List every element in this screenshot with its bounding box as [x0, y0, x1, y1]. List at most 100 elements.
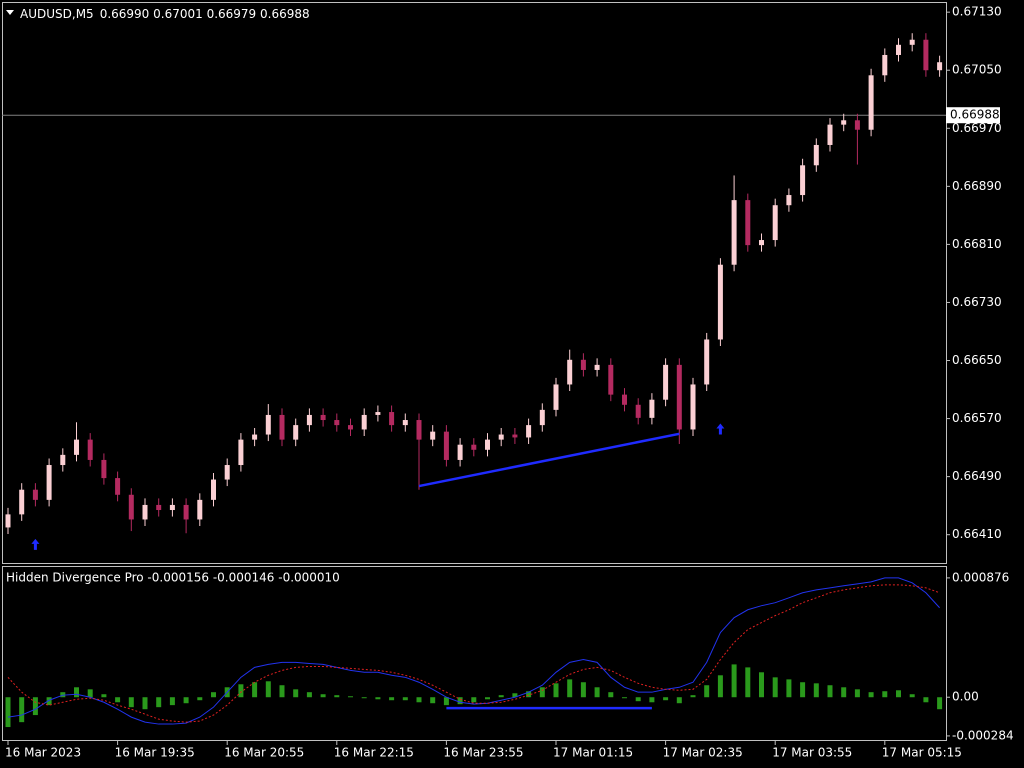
- price-pane-border: [2, 2, 947, 564]
- candle-body: [334, 420, 340, 426]
- candle-body: [896, 44, 901, 55]
- histogram-bar: [772, 677, 778, 698]
- histogram-bar: [265, 681, 271, 698]
- candle-body: [868, 75, 874, 130]
- candle-body: [60, 454, 66, 466]
- x-tick-label: 16 Mar 23:55: [443, 746, 523, 760]
- candle-body: [841, 120, 847, 125]
- candle-body: [759, 240, 764, 246]
- histogram-bar: [608, 692, 614, 698]
- histogram-bar: [238, 684, 244, 698]
- candle-body: [731, 200, 737, 265]
- candle-body: [293, 425, 299, 440]
- histogram-bar: [115, 697, 121, 703]
- candle-body: [252, 434, 258, 440]
- histogram-bar: [717, 675, 723, 698]
- histogram-bar: [5, 697, 11, 728]
- histogram-bar: [923, 697, 929, 703]
- y-tick-label: 0.66570: [952, 411, 1002, 425]
- histogram-bar: [539, 687, 545, 698]
- candle-body: [224, 465, 230, 480]
- candle-body: [854, 120, 860, 130]
- candle-body: [32, 489, 38, 500]
- candle-body: [87, 439, 93, 460]
- histogram-bar: [183, 697, 189, 704]
- candle-body: [320, 414, 326, 421]
- histogram-bar: [553, 683, 559, 698]
- candle-body: [909, 39, 915, 45]
- histogram-bar: [471, 697, 477, 703]
- histogram-bar: [156, 697, 162, 708]
- histogram-bar: [334, 695, 340, 698]
- histogram-bar: [512, 693, 518, 698]
- candle-body: [649, 399, 655, 418]
- y-tick-label: 0.00: [952, 690, 979, 704]
- histogram-bar: [813, 683, 819, 698]
- candle-body: [416, 420, 422, 440]
- histogram-bar: [101, 694, 107, 698]
- histogram-bar: [457, 697, 463, 705]
- candle-body: [717, 264, 723, 340]
- candle-body: [169, 504, 175, 511]
- histogram-bar: [389, 697, 395, 701]
- candle-body: [142, 504, 148, 520]
- candle-body: [704, 339, 710, 385]
- histogram-bar: [786, 679, 792, 698]
- candle-body: [375, 412, 381, 415]
- histogram-bar: [759, 672, 764, 698]
- histogram-bar: [279, 685, 285, 698]
- candle-body: [512, 434, 518, 438]
- candle-body: [786, 195, 792, 206]
- indicator-line: [7, 577, 940, 725]
- histogram-bar: [293, 689, 299, 698]
- ohlc-values: 0.66990 0.67001 0.66979 0.66988: [100, 7, 310, 21]
- histogram-bar: [197, 697, 203, 701]
- x-tick-label: 16 Mar 19:35: [115, 746, 195, 760]
- indicator-line: [7, 584, 940, 723]
- signal-arrow: [716, 423, 725, 435]
- histogram-bar: [745, 667, 751, 698]
- x-tick-label: 16 Mar 22:15: [334, 746, 414, 760]
- histogram-bar: [526, 691, 532, 698]
- histogram-bar: [731, 664, 737, 698]
- y-tick-label: 0.66730: [952, 295, 1002, 309]
- chart-header: AUDUSD,M5 0.66990 0.67001 0.66979 0.66988: [20, 7, 310, 21]
- candle-body: [526, 425, 532, 438]
- bid-label: 0.66988: [950, 108, 1000, 122]
- candle-body: [197, 499, 203, 520]
- candle-body: [882, 54, 888, 76]
- candle-body: [306, 414, 312, 426]
- histogram-bar: [169, 697, 175, 706]
- histogram-bar: [635, 697, 641, 702]
- candle-body: [485, 439, 490, 450]
- y-tick-label: 0.66490: [952, 469, 1002, 483]
- histogram-bar: [375, 697, 381, 700]
- histogram-bar: [87, 689, 93, 698]
- histogram-bar: [443, 697, 449, 706]
- candle-body: [115, 478, 121, 495]
- candle-body: [498, 434, 504, 440]
- histogram-bar: [19, 697, 25, 723]
- candle-body: [745, 200, 751, 246]
- candle-body: [937, 62, 943, 71]
- candle-body: [608, 364, 614, 395]
- divergence-line: [418, 432, 680, 488]
- candle-body: [183, 504, 189, 520]
- candle-body: [635, 404, 641, 418]
- histogram-bar: [676, 697, 682, 704]
- histogram-bar: [211, 692, 216, 698]
- candle-body: [74, 439, 79, 455]
- candle-body: [156, 504, 162, 511]
- menu-triangle[interactable]: [6, 10, 14, 15]
- y-tick-label: 0.66650: [952, 353, 1002, 367]
- candle-body: [594, 364, 600, 370]
- histogram-bar: [704, 685, 710, 698]
- candle-body: [800, 165, 806, 196]
- candle-body: [265, 414, 271, 435]
- histogram-bar: [690, 695, 696, 698]
- candle-body: [553, 384, 559, 410]
- y-tick-label: 0.66890: [952, 179, 1002, 193]
- y-tick-label: 0.66810: [952, 237, 1002, 251]
